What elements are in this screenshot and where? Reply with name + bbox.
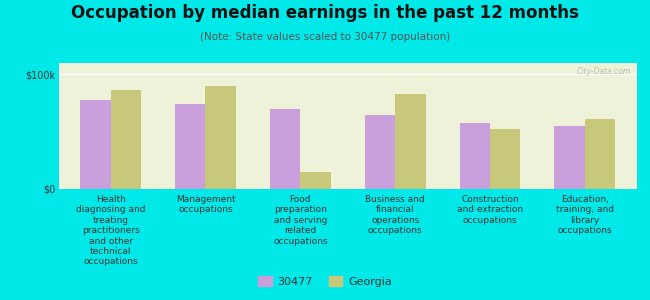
Text: City-Data.com: City-Data.com [577,67,631,76]
Bar [365,115,395,189]
Text: Construction
and extraction
occupations: Construction and extraction occupations [457,195,523,225]
Text: Business and
financial
operations
occupations: Business and financial operations occupa… [365,195,425,235]
Bar [490,129,521,189]
Legend: 30477, Georgia: 30477, Georgia [254,272,396,291]
Bar [270,109,300,189]
Text: (Note: State values scaled to 30477 population): (Note: State values scaled to 30477 popu… [200,32,450,41]
Text: Food
preparation
and serving
related
occupations: Food preparation and serving related occ… [273,195,328,246]
Text: Health
diagnosing and
treating
practitioners
and other
technical
occupations: Health diagnosing and treating practitio… [76,195,146,266]
Bar [111,91,141,189]
Bar [300,172,331,189]
Text: Education,
training, and
library
occupations: Education, training, and library occupat… [556,195,614,235]
Bar [585,119,615,189]
Text: Occupation by median earnings in the past 12 months: Occupation by median earnings in the pas… [71,4,579,22]
Bar [175,104,205,189]
Bar [460,123,490,189]
Bar [395,94,426,189]
Text: Management
occupations: Management occupations [176,195,235,214]
Bar [81,100,110,189]
Bar [554,126,585,189]
Bar [205,86,236,189]
